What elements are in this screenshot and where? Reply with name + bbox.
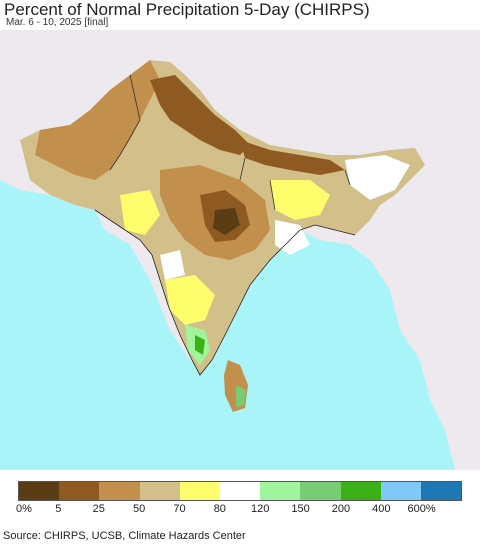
coastline: [94, 209, 356, 376]
region-east-yellow: [270, 180, 330, 220]
legend-tick-label: 120: [250, 503, 270, 515]
legend-tick-label: 25: [92, 503, 105, 515]
precipitation-map: [0, 30, 480, 470]
map-title: Percent of Normal Precipitation 5-Day (C…: [4, 0, 370, 19]
legend-tick-label: 400: [372, 503, 391, 515]
legend-ticks: 0% 5 25 50 70 80 120 150 200 400 600%: [0, 503, 480, 517]
legend-swatch: [260, 482, 301, 500]
legend-tick-label: 150: [291, 503, 310, 515]
legend-swatch: [139, 482, 180, 500]
legend-tick-label: 70: [173, 503, 186, 515]
legend-swatch: [219, 482, 261, 500]
region-west-yellow: [120, 190, 160, 235]
legend-tick-label: 80: [213, 503, 226, 515]
legend-swatch: [340, 482, 381, 500]
region-south-dark-green: [195, 335, 205, 355]
legend-tick-label: 0%: [16, 503, 32, 515]
map-subtitle: Mar. 6 - 10, 2025 [final]: [6, 17, 109, 28]
region-white-south: [160, 250, 185, 280]
source-credit: Source: CHIRPS, UCSB, Climate Hazards Ce…: [3, 530, 246, 542]
region-himalaya-brown: [240, 140, 345, 175]
region-pakistan-dry: [35, 60, 160, 180]
region-white-ne: [345, 155, 410, 200]
legend-swatch: [380, 482, 421, 500]
legend-swatch: [420, 482, 462, 500]
legend-tick-label: 600%: [407, 503, 436, 515]
legend-swatch: [19, 482, 60, 500]
region-central-darkest: [213, 208, 240, 235]
legend-swatch: [59, 482, 100, 500]
legend-swatch: [300, 482, 341, 500]
legend-tick-label: 200: [331, 503, 351, 515]
sri-lanka-green: [236, 385, 246, 407]
legend-swatch: [179, 482, 220, 500]
color-legend: [18, 481, 462, 501]
legend-swatch: [99, 482, 140, 500]
region-north-dark: [150, 75, 250, 155]
legend-tick-label: 50: [132, 503, 146, 515]
region-south-yellow: [165, 275, 215, 325]
legend-tick-label: 5: [55, 503, 62, 515]
borders: [109, 74, 351, 211]
